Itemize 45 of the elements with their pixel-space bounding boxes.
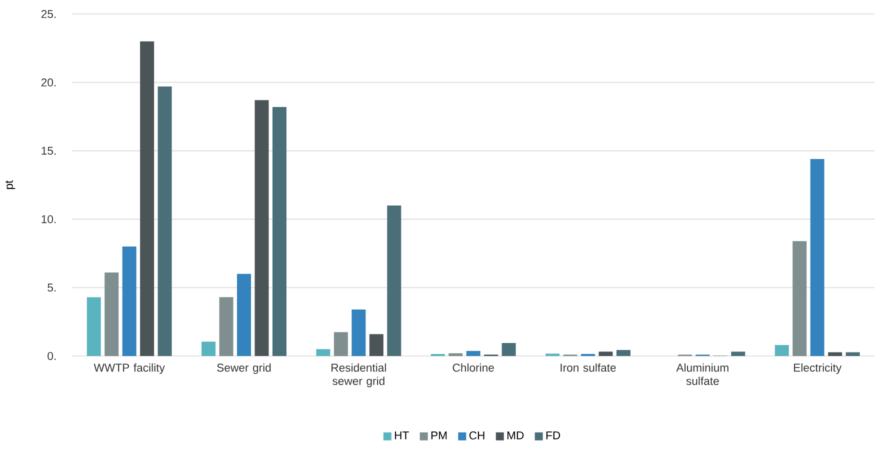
y-tick-label: 25. (41, 10, 56, 18)
legend-label: PM (431, 431, 447, 440)
bar (219, 297, 234, 356)
legend-label: CH (469, 431, 484, 440)
bar (158, 86, 172, 356)
bar (598, 352, 613, 356)
y-tick-label: 15. (42, 146, 56, 155)
bar (86, 297, 101, 356)
y-tick-label: 20. (41, 78, 56, 86)
bar (272, 107, 286, 356)
legend-label: FD (546, 431, 560, 440)
bar (846, 352, 860, 356)
x-tick-label: WWTP facility (94, 363, 165, 374)
bar (202, 342, 216, 356)
bar (448, 353, 463, 356)
legend-label: HT (394, 431, 409, 440)
x-tick-label: Aluminium sulfate (676, 363, 728, 386)
y-axis-title: pt (5, 180, 16, 189)
bar (502, 343, 516, 356)
bar (828, 352, 842, 356)
bar (369, 334, 384, 356)
x-tick-label: Iron sulfate (560, 363, 616, 372)
bar (334, 332, 348, 356)
bar (810, 159, 824, 356)
bar (774, 345, 789, 356)
bar (352, 309, 366, 356)
bar (792, 241, 807, 356)
bar (466, 350, 480, 356)
bar (140, 41, 154, 356)
bar (254, 100, 269, 356)
y-tick-label: 5. (48, 284, 56, 292)
bar (104, 272, 119, 356)
x-tick-label: Sewer grid (217, 363, 271, 374)
bar (731, 352, 746, 356)
bar (237, 274, 251, 356)
y-tick-label: 10. (42, 215, 56, 224)
bar (387, 206, 402, 356)
x-tick-label: Residential sewer grid (332, 363, 386, 388)
x-tick-label: Electricity (794, 363, 842, 374)
x-tick-label: Chlorine (452, 363, 494, 372)
y-tick-label: 0. (48, 352, 56, 360)
bar (122, 246, 136, 356)
legend-label: MD (507, 431, 524, 440)
bar (316, 349, 330, 356)
bar (616, 350, 630, 356)
